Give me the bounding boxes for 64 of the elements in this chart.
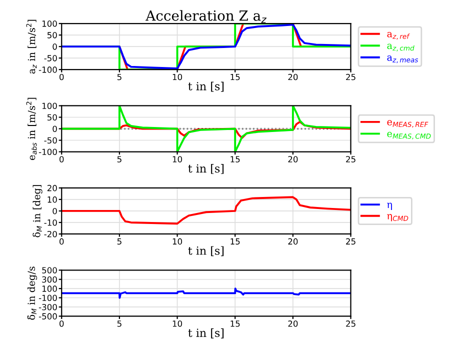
y-tick-label: 100: [42, 286, 57, 292]
line-series: [62, 106, 351, 152]
legend-label: η: [387, 202, 392, 210]
x-tick-label: 15: [230, 74, 240, 80]
y-tick-label: 50: [47, 114, 57, 121]
x-tick-label: 10: [172, 238, 182, 245]
chart-title: Acceleration Z a$_{z}$: [146, 10, 267, 23]
x-tick-label: 0: [60, 320, 64, 327]
y-tick-label: 10: [48, 196, 57, 203]
y-tick-label: 0: [52, 126, 57, 132]
y-axis-title: δ$_{M}$ in [deg]: [32, 185, 42, 238]
x-tick-label: 15: [230, 320, 240, 327]
y-tick-label: -300: [38, 304, 57, 310]
x-tick-label: 25: [346, 320, 356, 327]
x-tick-label: 20: [288, 156, 298, 162]
text: e$_{MEAS,REF}$: [387, 120, 428, 128]
y-tick-label: 100: [42, 102, 57, 110]
x-axis-title: t in [s]: [188, 164, 224, 174]
x-tick-label: 25: [346, 238, 356, 245]
y-tick-label: 20: [47, 184, 57, 192]
y-tick-label: -100: [38, 294, 57, 302]
x-tick-label: 5: [117, 238, 122, 245]
x-tick-label: 15: [230, 238, 240, 245]
y-tick-label: 100: [42, 20, 57, 27]
y-tick-label: 300: [42, 276, 57, 283]
y-tick-label: 50: [47, 32, 57, 38]
x-tick-label: 25: [346, 74, 356, 80]
x-axis-title: t in [s]: [188, 82, 224, 92]
legend-label: a$_{z,cmd}$: [387, 44, 414, 52]
x-axis-title: t in [s]: [188, 328, 224, 338]
y-axis-title: e$_{abs}$ in [m/s$^{2}$]: [26, 98, 37, 160]
x-tick-label: 15: [230, 156, 240, 162]
x-tick-label: 10: [172, 156, 182, 162]
x-axis-title: t in [s]: [188, 246, 224, 256]
line-series: [62, 288, 351, 299]
y-tick-label: 500: [42, 267, 57, 274]
y-tick-label: -10: [44, 219, 57, 226]
text: e$_{MEAS,CMD}$: [387, 132, 431, 140]
legend-label: a$_{z,meas}$: [387, 56, 418, 64]
x-tick-label: 5: [117, 320, 122, 327]
x-tick-label: 0: [60, 156, 64, 162]
y-axis-title: δ̇$_{M}$ in deg/s: [27, 266, 38, 320]
x-tick-label: 0: [60, 238, 64, 245]
legend-label: a$_{z,ref}$: [387, 32, 410, 40]
x-tick-label: 20: [288, 320, 298, 327]
y-tick-label: 0: [52, 44, 57, 50]
y-tick-label: -100: [38, 148, 57, 156]
x-tick-label: 10: [172, 74, 182, 80]
y-tick-label: -500: [38, 313, 57, 320]
x-tick-label: 10: [172, 320, 182, 327]
x-tick-label: 20: [288, 74, 298, 80]
y-axis-title: a$_{z}$ in [m/s$^{2}$]: [26, 20, 37, 74]
line-series: [62, 196, 351, 225]
y-tick-label: -100: [38, 66, 57, 73]
x-tick-label: 5: [117, 156, 122, 162]
x-tick-label: 5: [117, 74, 122, 80]
y-tick-label: -50: [44, 55, 57, 62]
x-tick-label: 0: [60, 74, 64, 80]
y-tick-label: -20: [44, 230, 57, 238]
legend-label: η$_{CMD}$: [387, 214, 408, 222]
y-tick-label: -50: [44, 137, 57, 144]
y-tick-label: 0: [52, 208, 57, 214]
x-tick-label: 20: [288, 238, 298, 245]
x-tick-label: 25: [346, 156, 356, 162]
